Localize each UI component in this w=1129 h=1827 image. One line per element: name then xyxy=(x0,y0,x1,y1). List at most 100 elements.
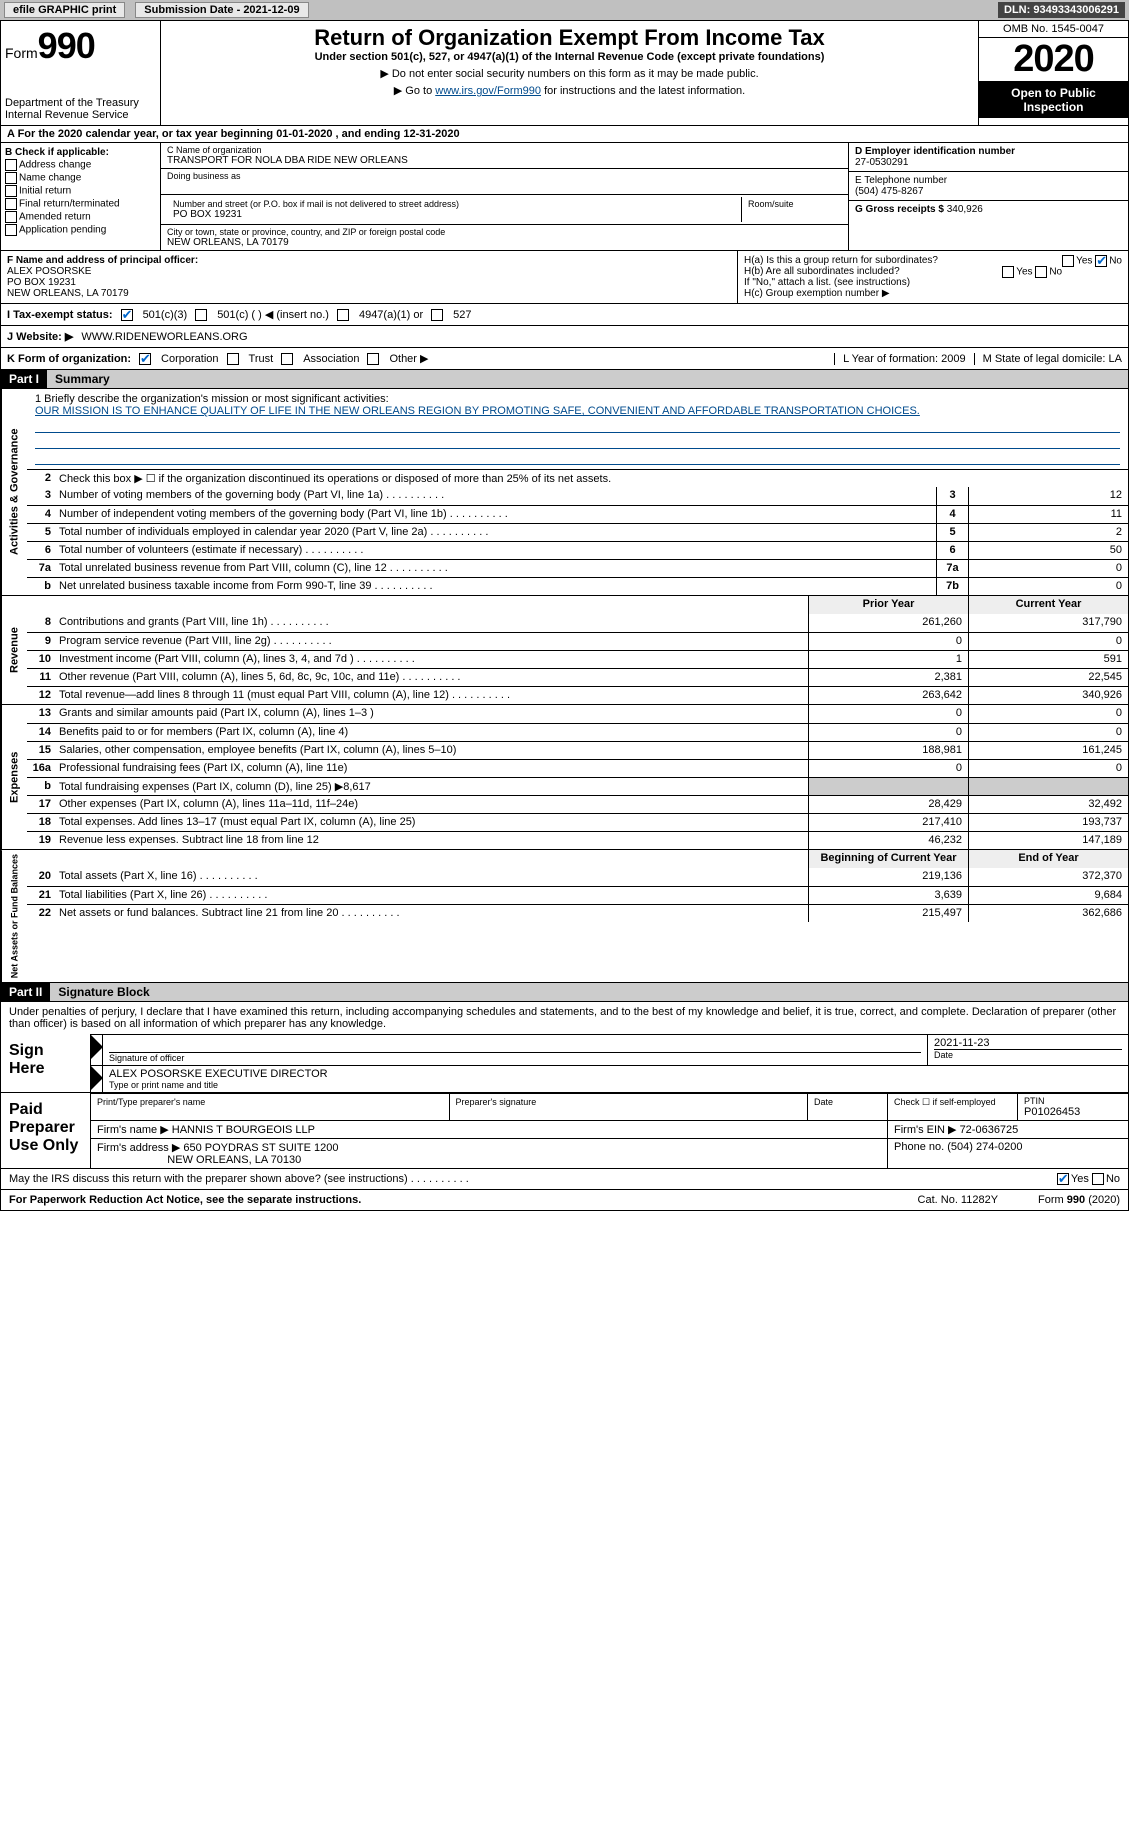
firm-ein-label: Firm's EIN ▶ xyxy=(894,1124,957,1136)
cb-name-change[interactable]: Name change xyxy=(5,172,156,184)
signature-block: Under penalties of perjury, I declare th… xyxy=(0,1002,1129,1190)
gov-line-4: 4Number of independent voting members of… xyxy=(27,505,1128,523)
room-label: Room/suite xyxy=(748,199,836,209)
dept-treasury: Department of the Treasury xyxy=(5,97,156,109)
sig-date: 2021-11-23 xyxy=(934,1037,1122,1050)
rev-line-12: 12Total revenue—add lines 8 through 11 (… xyxy=(27,686,1128,704)
website-value: WWW.RIDENEWORLEANS.ORG xyxy=(81,331,247,343)
net-line-22: 22Net assets or fund balances. Subtract … xyxy=(27,904,1128,922)
website-label: J Website: ▶ xyxy=(7,330,73,343)
cb-4947[interactable] xyxy=(337,309,349,321)
street-value: PO BOX 19231 xyxy=(173,209,735,220)
sig-arrow-icon xyxy=(91,1035,103,1059)
rev-line-8: 8Contributions and grants (Part VIII, li… xyxy=(27,614,1128,632)
prior-year-header: Prior Year xyxy=(808,596,968,614)
box-f: F Name and address of principal officer:… xyxy=(1,251,738,303)
line2-desc: Check this box ▶ ☐ if the organization d… xyxy=(55,470,1128,487)
omb-number: OMB No. 1545-0047 xyxy=(979,21,1128,38)
yes-label: Yes xyxy=(1071,1173,1089,1185)
org-form-row: K Form of organization: Corporation Trus… xyxy=(0,348,1129,370)
state-domicile: M State of legal domicile: LA xyxy=(974,353,1122,365)
h-a-yes[interactable] xyxy=(1062,255,1074,267)
ein-value: 27-0530291 xyxy=(855,157,1122,168)
opt-trust: Trust xyxy=(249,353,274,365)
h-b-no[interactable] xyxy=(1035,266,1047,278)
opt-corp: Corporation xyxy=(161,353,218,365)
exp-line-13: 13Grants and similar amounts paid (Part … xyxy=(27,705,1128,723)
firm-city: NEW ORLEANS, LA 70130 xyxy=(167,1154,301,1166)
h-a-no[interactable] xyxy=(1095,255,1107,267)
h-note: If "No," attach a list. (see instruction… xyxy=(744,277,1122,288)
paid-preparer-label: Paid Preparer Use Only xyxy=(1,1093,91,1168)
ptin-value: P01026453 xyxy=(1024,1106,1122,1118)
city-label: City or town, state or province, country… xyxy=(167,227,842,237)
exp-line-16a: 16aProfessional fundraising fees (Part I… xyxy=(27,759,1128,777)
netassets-vlabel: Net Assets or Fund Balances xyxy=(1,850,27,982)
h-b-yes[interactable] xyxy=(1002,266,1014,278)
firm-phone: (504) 274-0200 xyxy=(947,1141,1022,1153)
netassets-section: Net Assets or Fund Balances Beginning of… xyxy=(0,850,1129,983)
exp-line-b: bTotal fundraising expenses (Part IX, co… xyxy=(27,777,1128,795)
discuss-yes[interactable] xyxy=(1057,1173,1069,1185)
firm-name-label: Firm's name ▶ xyxy=(97,1124,169,1136)
efile-topbar: efile GRAPHIC print Submission Date - 20… xyxy=(0,0,1129,20)
exp-line-14: 14Benefits paid to or for members (Part … xyxy=(27,723,1128,741)
cb-corp[interactable] xyxy=(139,353,151,365)
cb-501c3[interactable] xyxy=(121,309,133,321)
org-name: TRANSPORT FOR NOLA DBA RIDE NEW ORLEANS xyxy=(167,155,842,166)
opt-527: 527 xyxy=(453,309,471,321)
expenses-section: Expenses 13Grants and similar amounts pa… xyxy=(0,705,1129,850)
current-year-header: Current Year xyxy=(968,596,1128,614)
opt-assoc: Association xyxy=(303,353,359,365)
cb-initial-return[interactable]: Initial return xyxy=(5,185,156,197)
k-label: K Form of organization: xyxy=(7,353,131,365)
street-label: Number and street (or P.O. box if mail i… xyxy=(173,199,735,209)
exp-line-17: 17Other expenses (Part IX, column (A), l… xyxy=(27,795,1128,813)
tax-year: 2020 xyxy=(979,38,1128,82)
efile-print-button[interactable]: efile GRAPHIC print xyxy=(4,2,125,18)
part1-tag: Part I xyxy=(1,370,47,388)
exp-line-18: 18Total expenses. Add lines 13–17 (must … xyxy=(27,813,1128,831)
expenses-vlabel: Expenses xyxy=(1,705,27,849)
cb-527[interactable] xyxy=(431,309,443,321)
irs-label: Internal Revenue Service xyxy=(5,109,156,121)
cb-501c[interactable] xyxy=(195,309,207,321)
goto-post: for instructions and the latest informat… xyxy=(541,85,745,97)
begin-year-header: Beginning of Current Year xyxy=(808,850,968,868)
cb-assoc[interactable] xyxy=(281,353,293,365)
firm-name: HANNIS T BOURGEOIS LLP xyxy=(172,1124,315,1136)
type-name-label: Type or print name and title xyxy=(109,1080,1122,1090)
form-header: Form990 Department of the Treasury Inter… xyxy=(0,20,1129,126)
box-b-title: B Check if applicable: xyxy=(5,147,156,158)
irs-form990-link[interactable]: www.irs.gov/Form990 xyxy=(435,85,541,97)
exp-line-19: 19Revenue less expenses. Subtract line 1… xyxy=(27,831,1128,849)
officer-name: ALEX POSORSKE xyxy=(7,266,731,277)
self-employed-cb[interactable]: Check ☐ if self-employed xyxy=(894,1097,996,1107)
revenue-vlabel: Revenue xyxy=(1,596,27,704)
revenue-section: Revenue Prior Year Current Year 8Contrib… xyxy=(0,596,1129,705)
open-public-inspection: Open to Public Inspection xyxy=(979,82,1128,118)
sign-here-label: Sign Here xyxy=(1,1034,91,1092)
gov-line-5: 5Total number of individuals employed in… xyxy=(27,523,1128,541)
governance-vlabel: Activities & Governance xyxy=(1,389,27,595)
cb-address-change[interactable]: Address change xyxy=(5,159,156,171)
cb-other[interactable] xyxy=(367,353,379,365)
discuss-no[interactable] xyxy=(1092,1173,1104,1185)
gross-receipts-value: 340,926 xyxy=(947,204,983,215)
cat-no: Cat. No. 11282Y xyxy=(918,1194,999,1206)
part2-title: Signature Block xyxy=(50,983,1128,1001)
form-title: Return of Organization Exempt From Incom… xyxy=(169,25,970,51)
firm-phone-label: Phone no. xyxy=(894,1141,944,1153)
dba-label: Doing business as xyxy=(167,171,842,181)
cb-final-return[interactable]: Final return/terminated xyxy=(5,198,156,210)
cb-amended[interactable]: Amended return xyxy=(5,211,156,223)
cb-app-pending[interactable]: Application pending xyxy=(5,224,156,236)
goto-pre: ▶ Go to xyxy=(394,85,435,97)
officer-addr2: NEW ORLEANS, LA 70179 xyxy=(7,288,731,299)
rev-line-11: 11Other revenue (Part VIII, column (A), … xyxy=(27,668,1128,686)
sig-arrow-icon-2 xyxy=(91,1066,103,1090)
phone-value: (504) 475-8267 xyxy=(855,186,1122,197)
cb-trust[interactable] xyxy=(227,353,239,365)
page-footer: For Paperwork Reduction Act Notice, see … xyxy=(0,1190,1129,1211)
officer-printed-name: ALEX POSORSKE EXECUTIVE DIRECTOR xyxy=(109,1068,1122,1080)
